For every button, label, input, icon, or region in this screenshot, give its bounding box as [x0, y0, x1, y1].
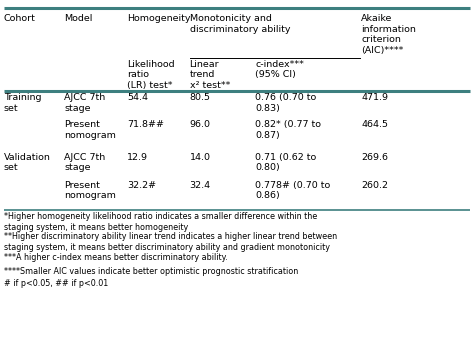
Text: 54.4: 54.4	[127, 93, 148, 102]
Text: 14.0: 14.0	[190, 153, 210, 162]
Text: 96.0: 96.0	[190, 120, 210, 129]
Text: Homogeneity: Homogeneity	[127, 14, 191, 24]
Text: Model: Model	[64, 14, 92, 24]
Text: Cohort: Cohort	[4, 14, 36, 24]
Text: 12.9: 12.9	[127, 153, 148, 162]
Text: 0.82* (0.77 to
0.87): 0.82* (0.77 to 0.87)	[255, 120, 321, 140]
Text: AJCC 7th
stage: AJCC 7th stage	[64, 93, 105, 113]
Text: 0.71 (0.62 to
0.80): 0.71 (0.62 to 0.80)	[255, 153, 316, 172]
Text: **Higher discriminatory ability linear trend indicates a higher linear trend bet: **Higher discriminatory ability linear t…	[4, 232, 337, 252]
Text: Present
nomogram: Present nomogram	[64, 120, 116, 140]
Text: 464.5: 464.5	[361, 120, 388, 129]
Text: Likelihood
ratio
(LR) test*: Likelihood ratio (LR) test*	[127, 60, 174, 89]
Text: Linear
trend
x² test**: Linear trend x² test**	[190, 60, 230, 89]
Text: Training
set: Training set	[4, 93, 41, 113]
Text: c-index***
(95% CI): c-index*** (95% CI)	[255, 60, 304, 79]
Text: 269.6: 269.6	[361, 153, 388, 162]
Text: 32.2#: 32.2#	[127, 181, 156, 190]
Text: AJCC 7th
stage: AJCC 7th stage	[64, 153, 105, 172]
Text: 71.8##: 71.8##	[127, 120, 164, 129]
Text: 471.9: 471.9	[361, 93, 388, 102]
Text: ***A higher c-index means better discriminatory ability.: ***A higher c-index means better discrim…	[4, 253, 228, 262]
Text: 0.76 (0.70 to
0.83): 0.76 (0.70 to 0.83)	[255, 93, 316, 113]
Text: Validation
set: Validation set	[4, 153, 51, 172]
Text: Akaike
information
criterion
(AIC)****: Akaike information criterion (AIC)****	[361, 14, 416, 55]
Text: 260.2: 260.2	[361, 181, 388, 190]
Text: *Higher homogeneity likelihood ratio indicates a smaller difference within the
s: *Higher homogeneity likelihood ratio ind…	[4, 212, 317, 232]
Text: 80.5: 80.5	[190, 93, 210, 102]
Text: 32.4: 32.4	[190, 181, 211, 190]
Text: Present
nomogram: Present nomogram	[64, 181, 116, 201]
Text: Monotonicity and
discriminatory ability: Monotonicity and discriminatory ability	[190, 14, 290, 34]
Text: # if p<0.05, ## if p<0.01: # if p<0.05, ## if p<0.01	[4, 279, 108, 289]
Text: 0.778# (0.70 to
0.86): 0.778# (0.70 to 0.86)	[255, 181, 330, 201]
Text: ****Smaller AIC values indicate better optimistic prognostic stratification: ****Smaller AIC values indicate better o…	[4, 267, 298, 276]
